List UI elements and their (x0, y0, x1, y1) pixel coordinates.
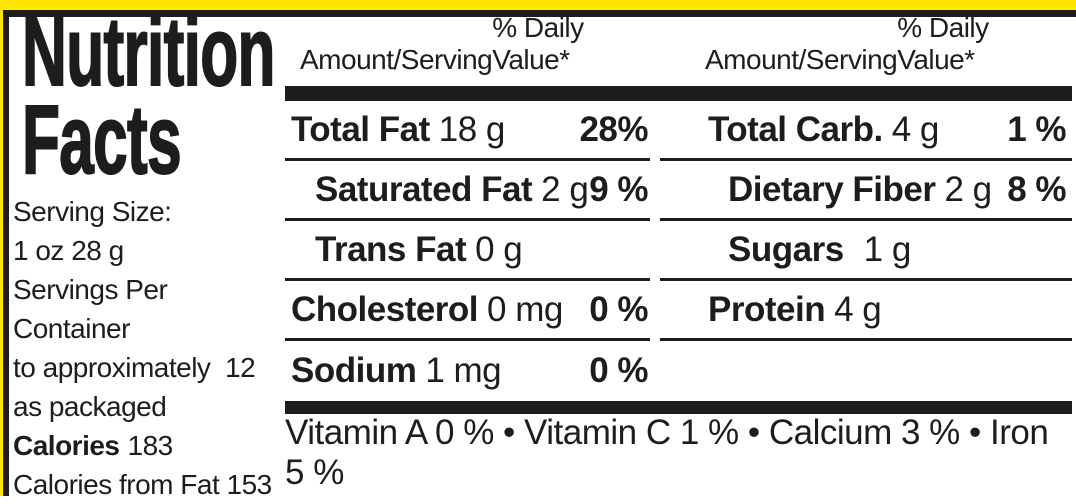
nutrient-daily-value: 28% (579, 109, 648, 149)
nutrition-facts-title: Nutrition Facts (21, 0, 276, 194)
title-line-nutrition: Nutrition (21, 0, 276, 106)
nutrient-amount: 1 mg (425, 351, 502, 390)
nutrient-daily-value: 0 % (589, 289, 648, 329)
nutrition-label-box: Nutrition Facts Serving Size: 1 oz 28 g … (3, 2, 1076, 500)
nutrient-row-sugars: Sugars 1 g (660, 221, 1072, 281)
nutrient-amount: 4 g (834, 289, 882, 329)
servings-per-container-line3: as packaged (13, 391, 167, 422)
nutrient-amount: 2 g (944, 169, 992, 209)
calories-line: Calories 183 (13, 426, 285, 465)
nutrient-row-dietary-fiber: Dietary Fiber 2 g 8 % (660, 161, 1072, 221)
nutrient-amount: 1 g (863, 229, 912, 269)
nutrient-amount: 0 mg (487, 289, 563, 329)
nutrient-label: Total Carb. (708, 109, 883, 149)
servings-per-container-line2: to approximately 12 (13, 352, 256, 383)
calories-value: 183 (127, 430, 174, 461)
nutrient-label: Protein (708, 289, 826, 329)
header-amount-per-serving-2: Amount/Serving (705, 44, 898, 75)
vitamins-minerals-line: Vitamin A 0 % • Vitamin C 1 % • Calcium … (285, 413, 1058, 492)
title-line-facts: Facts (21, 85, 182, 194)
nutrient-label: Cholesterol (291, 289, 479, 329)
table-header-row: Amount/Serving % Daily Value* Amount/Ser… (285, 12, 1072, 86)
calories-label: Calories (13, 430, 120, 461)
serving-info: Serving Size: 1 oz 28 g Servings Per Con… (13, 192, 285, 504)
header-amount-per-serving-1: Amount/Serving (300, 44, 493, 75)
nutrient-label: Saturated Fat (315, 169, 533, 209)
serving-size-label: Serving Size: (13, 196, 172, 227)
nutrient-daily-value: 8 % (1007, 169, 1066, 209)
nutrient-amount: 0 g (475, 229, 523, 269)
nutrient-label: Sodium (291, 351, 417, 390)
table-header-col-2: Amount/Serving % Daily Value* (660, 12, 1072, 76)
header-divider-bar (285, 86, 1072, 101)
nutrient-label: Total Fat (291, 109, 430, 149)
package-yellow-band-top (0, 0, 1076, 10)
nutrient-row-cholesterol: Cholesterol 0 mg 0 % (285, 281, 650, 341)
nutrient-daily-value: 1 % (1007, 109, 1066, 149)
nutrient-label: Sugars (728, 229, 844, 269)
nutrient-row-empty (660, 341, 1072, 401)
nutrient-row-total-carb: Total Carb. 4 g 1 % (660, 101, 1072, 161)
nutrient-label: Trans Fat (315, 229, 467, 269)
nutrient-row-total-fat: Total Fat 18 g 28% (285, 101, 650, 161)
nutrient-amount: 4 g (891, 109, 940, 149)
calories-from-fat-line: Calories from Fat 153 (13, 469, 272, 500)
nutrient-table: Amount/Serving % Daily Value* Amount/Ser… (285, 12, 1072, 496)
nutrient-daily-value: 9 % (589, 169, 648, 209)
nutrient-row-protein: Protein 4 g (660, 281, 1072, 341)
header-daily-value-2: % Daily Value* (897, 12, 989, 75)
table-header-col-1: Amount/Serving % Daily Value* (285, 12, 650, 76)
serving-panel: Nutrition Facts Serving Size: 1 oz 28 g … (9, 2, 285, 500)
package-yellow-stripe-left (0, 0, 3, 496)
servings-per-container-line1: Servings Per Container (13, 274, 175, 344)
nutrient-label: Dietary Fiber (728, 169, 936, 209)
nutrient-row-trans-fat: Trans Fat 0 g (285, 221, 650, 281)
nutrient-amount: 18 g (438, 109, 506, 149)
footer-divider-bar (285, 401, 1072, 414)
nutrient-row-sodium: Sodium 1 mg 0 % (285, 341, 650, 401)
header-daily-value-1: % Daily Value* (492, 12, 584, 75)
nutrient-amount: 2 g (541, 169, 589, 209)
nutrient-daily-value: 0 % (589, 351, 648, 390)
serving-size-value: 1 oz 28 g (13, 235, 124, 266)
